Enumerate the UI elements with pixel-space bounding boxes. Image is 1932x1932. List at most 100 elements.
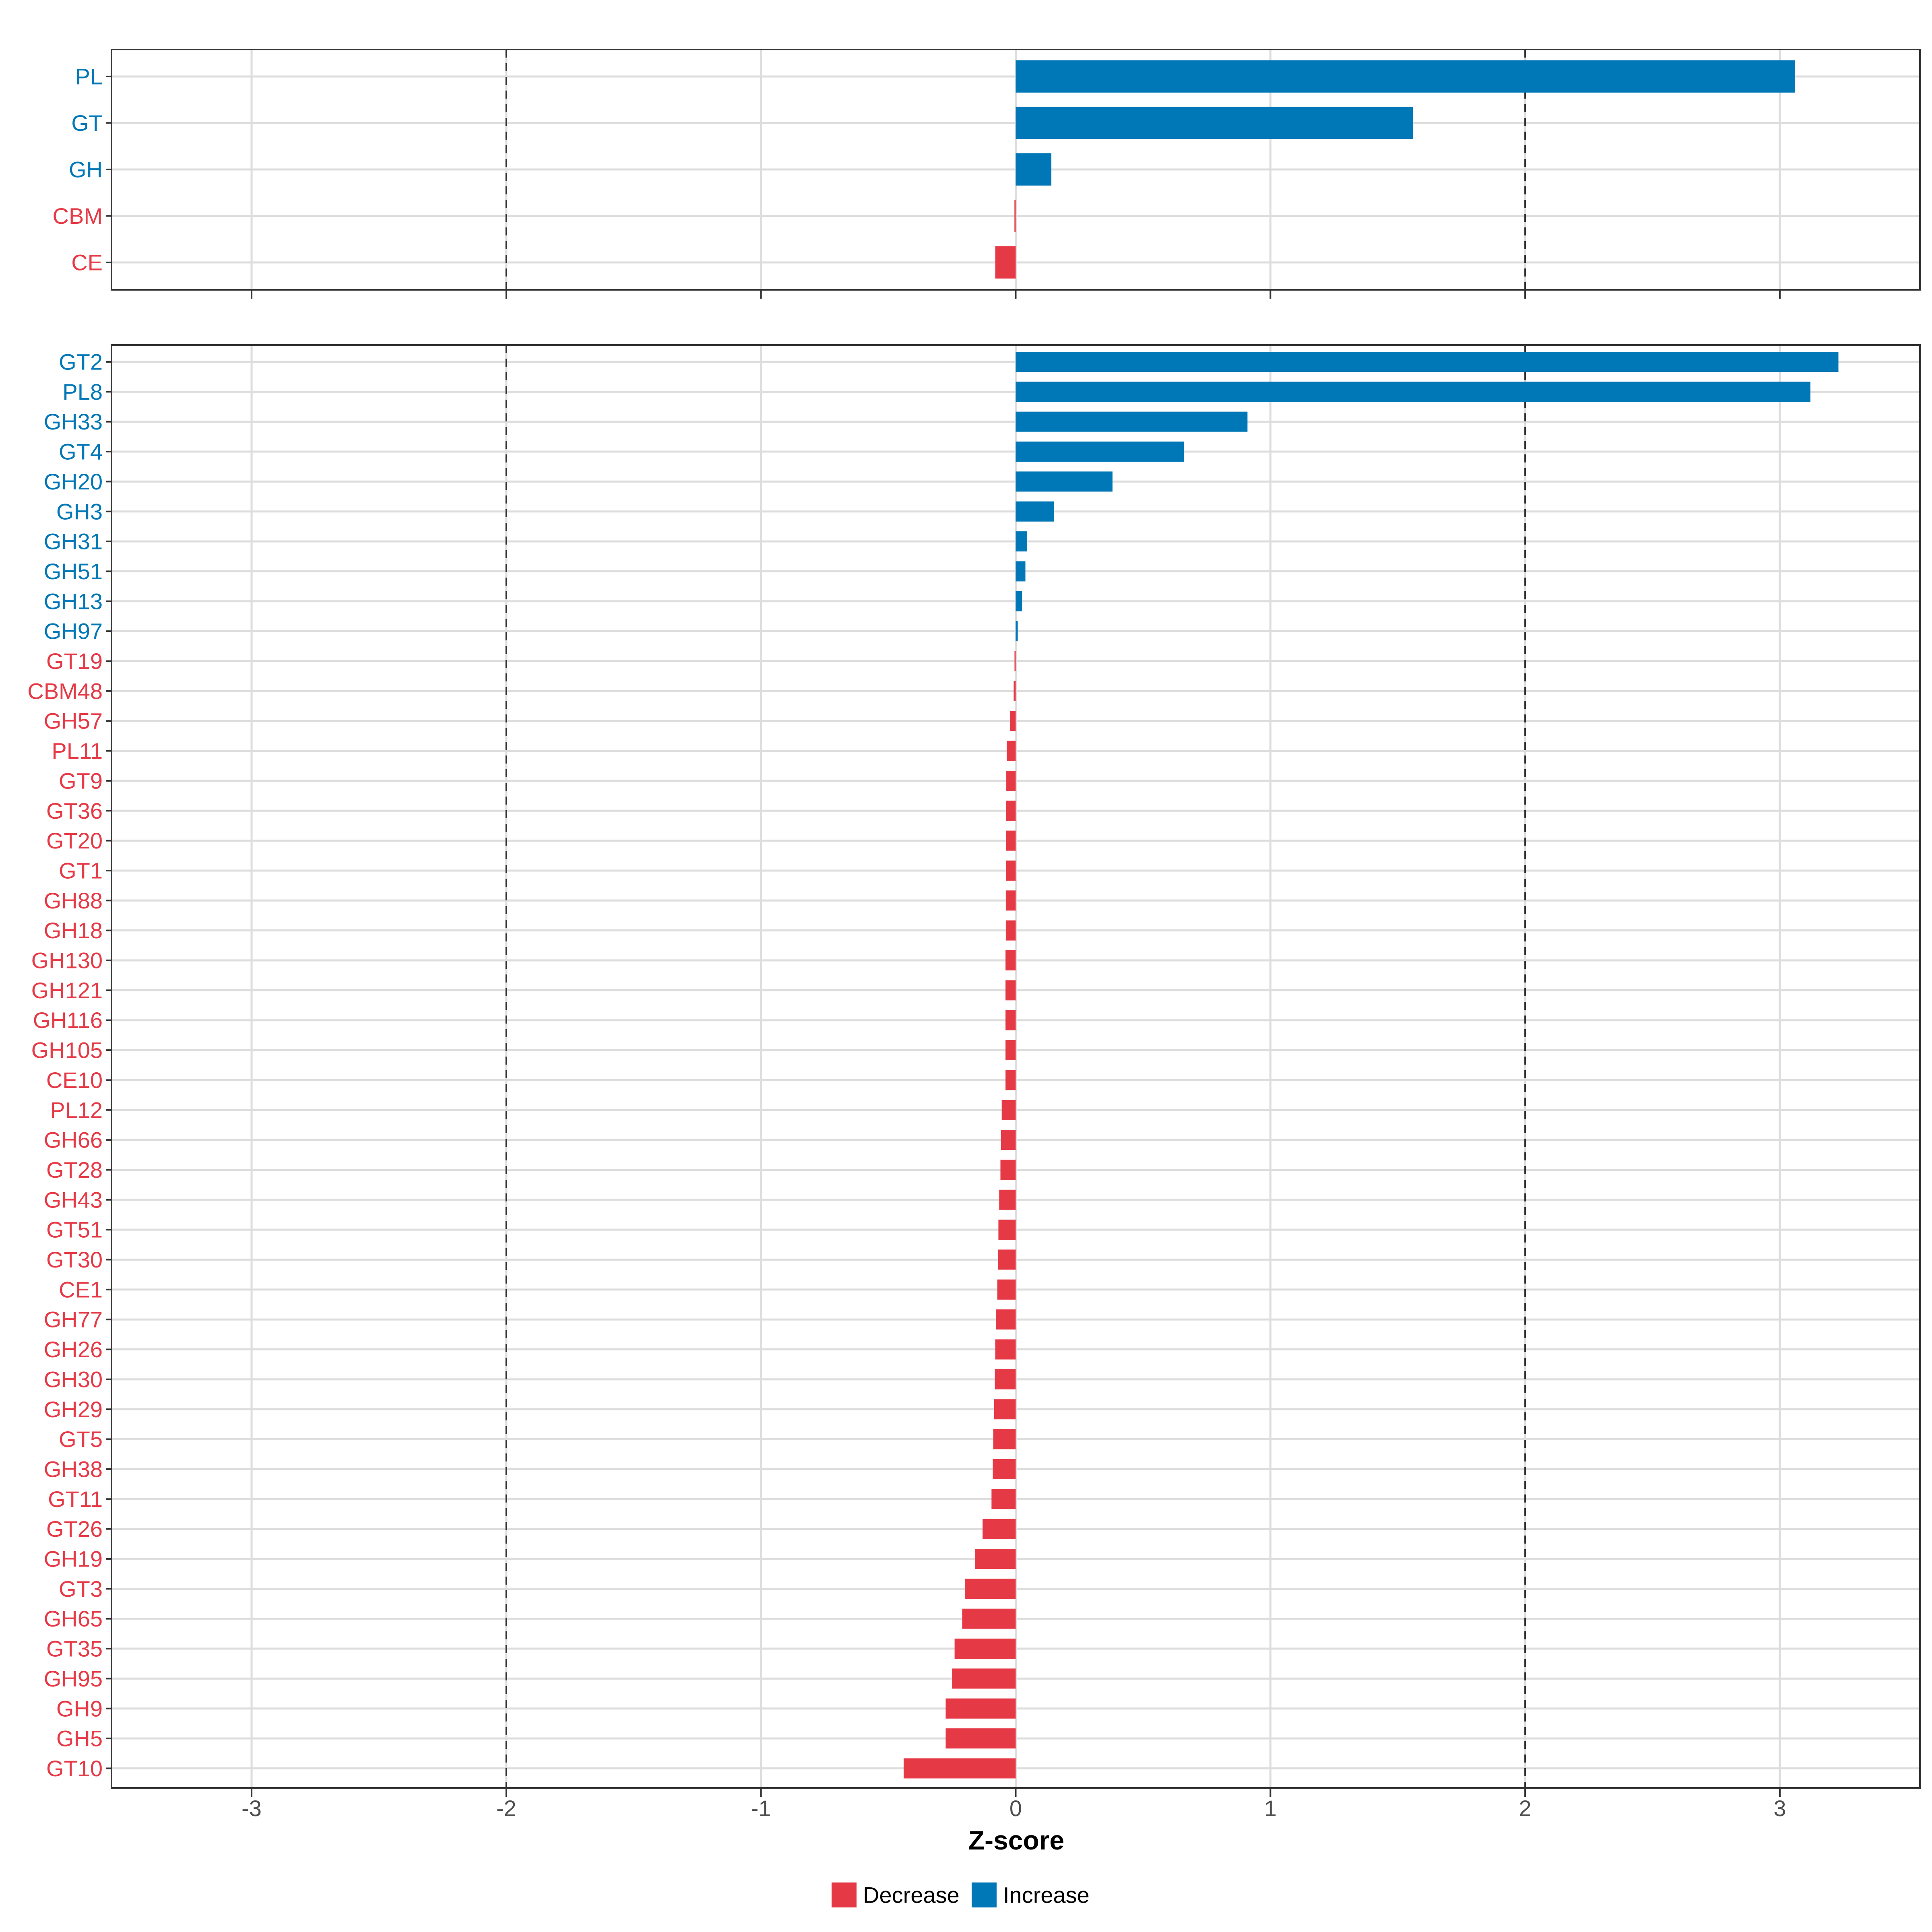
category-label-gh3: GH3 [56,499,103,524]
bar-gt51 [998,1220,1016,1240]
category-label-gt19: GT19 [46,648,103,674]
category-label-gt30: GT30 [46,1247,103,1272]
bar-gh20 [1016,471,1113,492]
category-label-pl8: PL8 [62,379,103,405]
category-label-gt36: GT36 [46,798,103,824]
bottom-threshold-lines [505,345,1526,1788]
bar-gh26 [995,1339,1016,1360]
bar-pl12 [1001,1100,1016,1120]
category-label-gt: GT [71,110,103,136]
bar-gh88 [1005,890,1016,911]
category-label-gt20: GT20 [46,828,103,853]
bar-pl8 [1016,382,1810,402]
top-category-labels: PL GT GH CBM CE [53,64,111,275]
category-label-gt26: GT26 [46,1516,103,1542]
legend-swatch-increase [972,1882,997,1907]
legend-label-decrease: Decrease [863,1882,960,1908]
category-label-cbm48: CBM48 [27,678,103,704]
category-label-gt11: GT11 [48,1486,103,1512]
bar-gh130 [1005,950,1016,970]
bar-gh13 [1016,591,1022,611]
x-axis-ticks [251,1788,1781,1797]
category-label-gh116: GH116 [33,1007,103,1033]
category-label-pl: PL [75,64,103,89]
category-label-ce1: CE1 [59,1277,103,1302]
x-axis-tick-labels: -3 -2 -1 0 1 2 3 [242,1796,1786,1821]
bottom-bars [904,352,1839,1779]
bar-gh31 [1016,531,1027,552]
bar-gt35 [954,1639,1016,1659]
category-label-gh88: GH88 [44,888,103,913]
category-label-pl11: PL11 [52,738,103,764]
bar-gh19 [975,1549,1016,1569]
category-label-gh121: GH121 [31,978,103,1003]
legend: Decrease Increase [832,1882,1090,1908]
category-label-gh30: GH30 [44,1366,103,1392]
x-tick-label--3: -3 [242,1796,262,1821]
bar-gh18 [1005,920,1016,941]
bar-cbm48 [1013,681,1016,701]
category-label-gh66: GH66 [44,1127,103,1153]
bar-gt26 [983,1519,1016,1539]
bar-ce10 [1005,1070,1016,1090]
bar-gh105 [1005,1040,1016,1061]
category-label-gh18: GH18 [44,918,103,943]
bar-ce [995,246,1016,279]
category-label-gh38: GH38 [44,1456,103,1482]
bar-gh95 [952,1668,1016,1689]
category-label-gt10: GT10 [46,1756,103,1781]
bar-gh116 [1005,1010,1016,1030]
bar-gh97 [1016,621,1018,642]
category-label-gh95: GH95 [44,1666,103,1691]
category-label-gt1: GT1 [59,858,103,883]
bar-gh66 [1001,1130,1016,1150]
bar-gh57 [1010,711,1016,731]
bar-gt9 [1006,770,1016,791]
category-label-gt28: GT28 [46,1157,103,1183]
bar-gh121 [1005,980,1016,1001]
category-label-gh97: GH97 [44,619,103,644]
x-tick-label-0: 0 [1009,1796,1022,1821]
legend-swatch-decrease [832,1882,857,1907]
category-label-cbm: CBM [53,203,103,229]
bar-gt4 [1016,442,1184,462]
bar-gh9 [945,1698,1016,1719]
bar-gh30 [995,1369,1016,1389]
category-label-pl12: PL12 [50,1097,103,1123]
bar-gt28 [1000,1160,1016,1180]
category-label-gh51: GH51 [44,559,103,584]
category-label-gh31: GH31 [44,529,103,554]
bar-gt5 [993,1429,1016,1449]
bar-ce1 [997,1279,1016,1300]
bar-gh51 [1016,561,1026,582]
category-label-gh13: GH13 [44,588,103,614]
legend-label-increase: Increase [1003,1882,1090,1908]
category-label-gt5: GT5 [59,1426,103,1452]
category-label-gh65: GH65 [44,1606,103,1631]
category-label-gh26: GH26 [44,1337,103,1362]
bar-cbm [1014,200,1016,232]
bar-gh43 [999,1189,1016,1210]
category-label-ce10: CE10 [46,1067,103,1093]
x-tick-label-3: 3 [1773,1796,1786,1821]
bar-gh5 [945,1728,1016,1749]
top-x-tick-marks [251,290,1781,299]
bar-gt19 [1014,651,1016,671]
category-label-gh130: GH130 [31,948,103,973]
bar-pl [1016,60,1795,93]
top-panel: PL GT GH CBM CE [53,49,1921,299]
bar-gh33 [1016,411,1248,432]
category-label-gt3: GT3 [59,1576,103,1602]
bar-pl11 [1007,741,1016,761]
bar-gh [1016,153,1052,186]
bottom-category-labels: GT2 PL8 GH33 GT4 GH20 GH3 GH31 GH51 GH13 GH97 GT19… [27,349,111,1781]
category-label-gt2: GT2 [59,349,103,375]
category-label-gh57: GH57 [44,708,103,734]
bar-gt [1016,107,1413,139]
category-label-gt35: GT35 [46,1636,103,1662]
bar-gh3 [1016,501,1054,522]
bar-gt36 [1006,801,1016,821]
bottom-panel: GT2PL8GH33GT4GH20GH3GH31GH51GH13GH97GT19… [27,344,1921,1821]
bar-gt20 [1006,830,1016,851]
